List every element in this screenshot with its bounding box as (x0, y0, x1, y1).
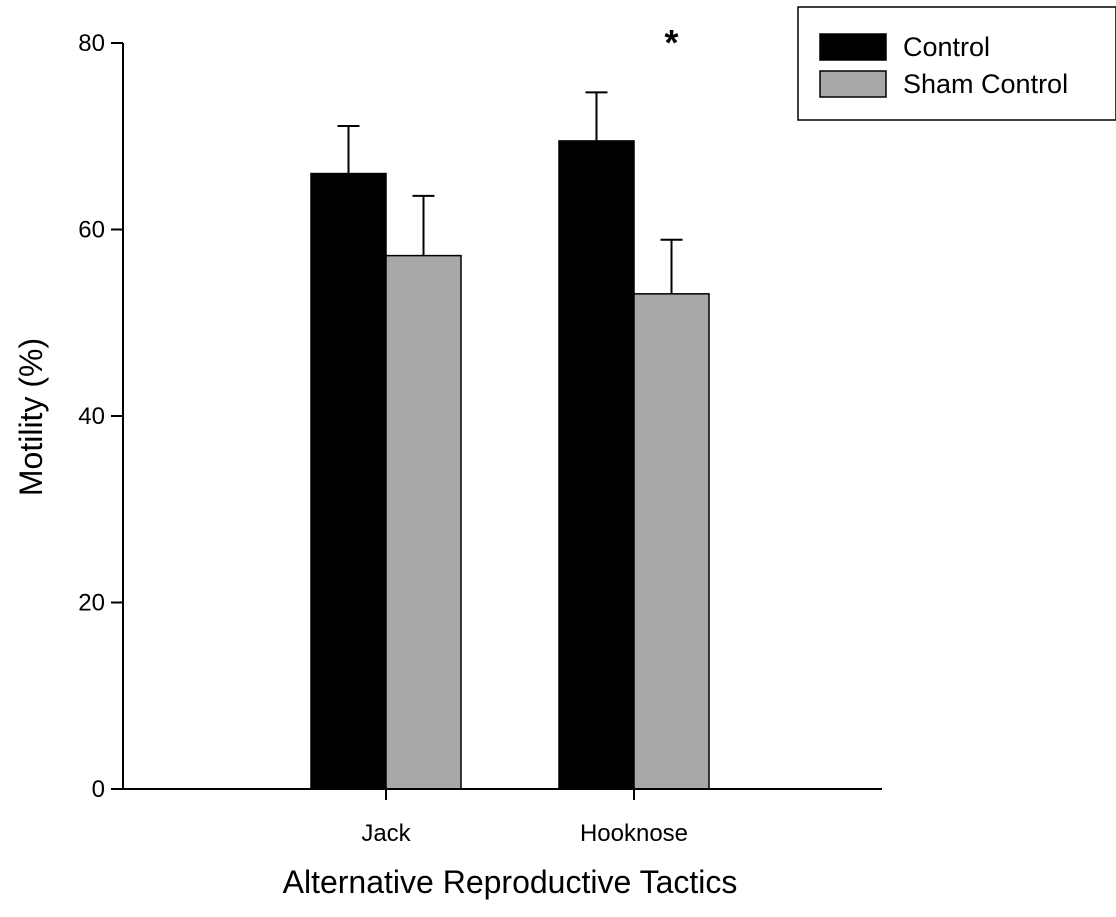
x-tick-label-jack: Jack (361, 820, 411, 847)
y-axis-title: Motility (%) (13, 338, 49, 496)
bar-sham-control-jack (385, 254, 462, 790)
y-tick-label-80: 80 (78, 30, 105, 57)
bar-control-jack (310, 172, 387, 790)
x-axis-title: Alternative Reproductive Tactics (283, 864, 738, 900)
legend-swatch-control (819, 33, 887, 61)
y-tick-label-20: 20 (78, 590, 105, 617)
bar-sham-control-hooknose (633, 293, 710, 790)
legend-label-control: Control (903, 32, 990, 62)
y-tick-label-0: 0 (92, 776, 105, 803)
axes-layer: 0 20 40 60 80 Jack Hooknose (78, 30, 882, 847)
error-bars-layer (337, 91, 683, 294)
y-tick-label-60: 60 (78, 217, 105, 244)
bars-layer (310, 140, 710, 790)
legend-swatch-sham-control (819, 70, 887, 98)
bar-control-hooknose (558, 140, 635, 790)
x-tick-label-hooknose: Hooknose (580, 820, 688, 847)
legend-label-sham-control: Sham Control (903, 69, 1068, 99)
legend-box (797, 6, 1116, 121)
legend: Control Sham Control (797, 6, 1116, 121)
significance-marker-0: * (664, 22, 678, 63)
y-tick-label-40: 40 (78, 403, 105, 430)
annotations-layer: * (664, 22, 678, 63)
